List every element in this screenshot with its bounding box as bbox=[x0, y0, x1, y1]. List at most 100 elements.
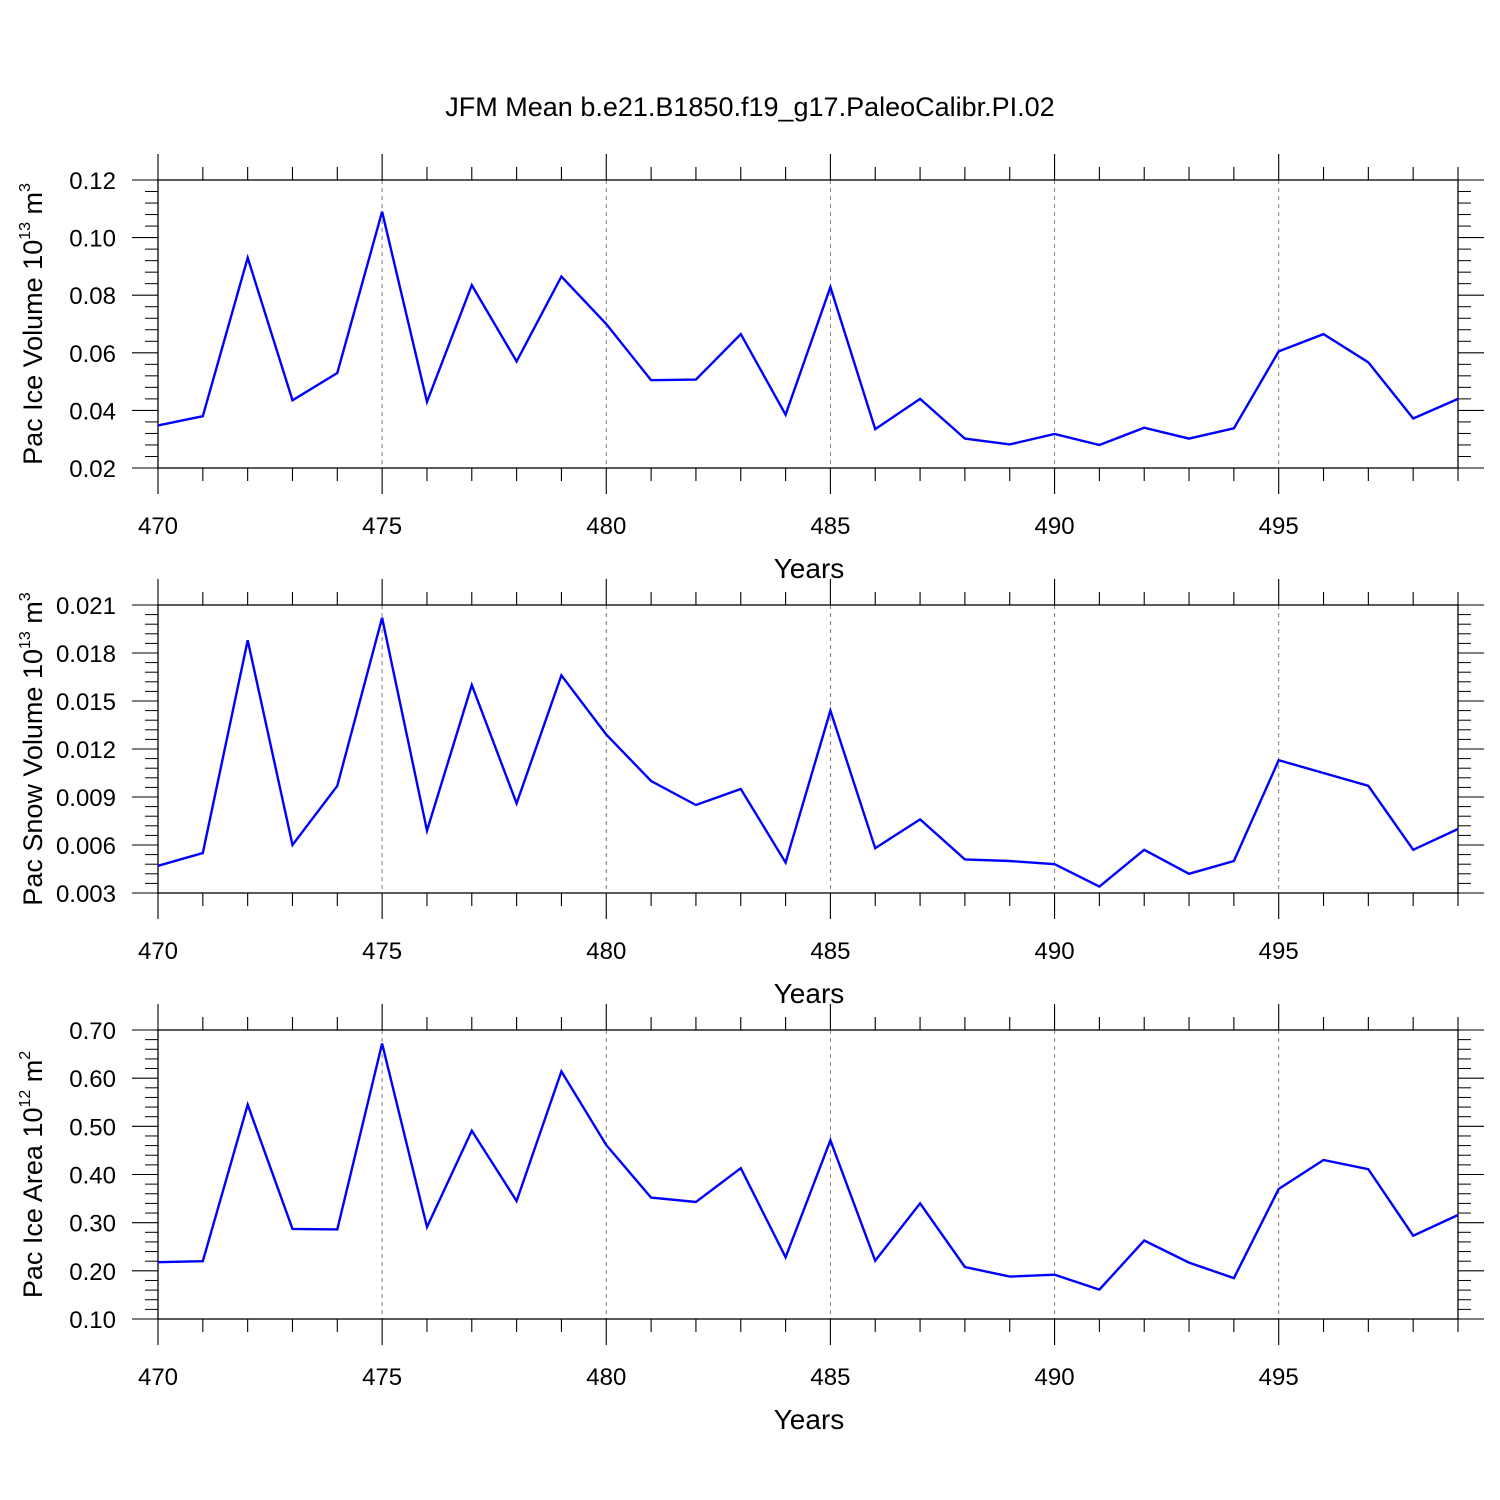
y-tick-label: 0.70 bbox=[69, 1018, 116, 1045]
data-point bbox=[1277, 1188, 1279, 1190]
y-tick-label: 0.003 bbox=[56, 881, 116, 908]
data-point bbox=[1098, 1288, 1100, 1290]
x-tick-label: 495 bbox=[1259, 1364, 1299, 1391]
data-point bbox=[426, 829, 428, 831]
data-point bbox=[964, 437, 966, 439]
data-point bbox=[515, 802, 517, 804]
data-point bbox=[291, 1228, 293, 1230]
data-point bbox=[1053, 863, 1055, 865]
data-point bbox=[829, 286, 831, 288]
panel-1: 0.02 0.04 0.06 0.08 0.10 0.12 470 475 480 485 490 4… bbox=[17, 154, 1484, 584]
x-tick-label: 480 bbox=[586, 513, 626, 540]
data-point bbox=[964, 1266, 966, 1268]
y-tick-label: 0.40 bbox=[69, 1163, 116, 1190]
panel-3: 0.10 0.20 0.30 0.40 0.50 0.60 0.70 470 475 480 485… bbox=[17, 1004, 1484, 1435]
x-tick-label: 475 bbox=[362, 938, 402, 965]
data-point bbox=[471, 284, 473, 286]
series-line bbox=[157, 1043, 1459, 1291]
x-tick-label: 480 bbox=[586, 938, 626, 965]
data-point bbox=[919, 1202, 921, 1204]
data-point bbox=[246, 639, 248, 641]
y-axis-label: Pac Ice Volume 1013 m3 bbox=[17, 183, 48, 465]
y-tick-label: 0.10 bbox=[69, 1307, 116, 1334]
x-tick-label: 490 bbox=[1035, 513, 1075, 540]
data-point bbox=[964, 858, 966, 860]
x-tick-label: 495 bbox=[1259, 513, 1299, 540]
panel-2: 0.003 0.006 0.009 0.012 0.015 0.018 0.021 470 47… bbox=[17, 579, 1484, 1009]
data-point bbox=[1188, 1261, 1190, 1263]
data-point bbox=[1412, 1234, 1414, 1236]
panels: 0.02 0.04 0.06 0.08 0.10 0.12 470 475 480 485 490 4… bbox=[17, 154, 1484, 1435]
data-point bbox=[515, 1200, 517, 1202]
x-tick-label: 470 bbox=[138, 1364, 178, 1391]
y-tick-label: 0.015 bbox=[56, 689, 116, 716]
data-point bbox=[1143, 1239, 1145, 1241]
data-point bbox=[336, 1228, 338, 1230]
x-tick-label: 485 bbox=[810, 938, 850, 965]
y-tick-label: 0.08 bbox=[69, 283, 116, 310]
x-axis-label: Years bbox=[774, 553, 845, 584]
data-point bbox=[1457, 1214, 1459, 1216]
y-tick-label: 0.02 bbox=[69, 456, 116, 483]
data-point bbox=[1233, 860, 1235, 862]
data-point bbox=[246, 257, 248, 259]
data-point bbox=[1009, 1275, 1011, 1277]
series-line bbox=[157, 211, 1459, 447]
data-point bbox=[874, 847, 876, 849]
x-tick-label: 490 bbox=[1035, 938, 1075, 965]
y-tick-label: 0.20 bbox=[69, 1259, 116, 1286]
data-point bbox=[1143, 426, 1145, 428]
data-point bbox=[291, 844, 293, 846]
y-tick-label: 0.006 bbox=[56, 833, 116, 860]
y-tick-label: 0.009 bbox=[56, 785, 116, 812]
x-tick-label: 490 bbox=[1035, 1364, 1075, 1391]
series-line bbox=[157, 617, 1459, 889]
data-point bbox=[560, 674, 562, 676]
y-tick-label: 0.06 bbox=[69, 341, 116, 368]
data-point bbox=[1367, 785, 1369, 787]
data-point bbox=[1009, 443, 1011, 445]
data-point bbox=[1322, 1159, 1324, 1161]
y-tick-label: 0.018 bbox=[56, 641, 116, 668]
data-point bbox=[650, 1196, 652, 1198]
data-point bbox=[202, 1260, 204, 1262]
data-point bbox=[784, 414, 786, 416]
data-point bbox=[1143, 849, 1145, 851]
data-point bbox=[560, 1070, 562, 1072]
data-point bbox=[1098, 885, 1100, 887]
data-point bbox=[695, 804, 697, 806]
data-point bbox=[605, 1144, 607, 1146]
data-point bbox=[560, 275, 562, 277]
x-axis-label: Years bbox=[774, 978, 845, 1009]
data-point bbox=[202, 852, 204, 854]
data-point bbox=[650, 379, 652, 381]
data-point bbox=[919, 818, 921, 820]
data-point bbox=[336, 785, 338, 787]
y-tick-label: 0.60 bbox=[69, 1066, 116, 1093]
x-tick-label: 470 bbox=[138, 513, 178, 540]
data-point bbox=[471, 1129, 473, 1131]
data-point bbox=[157, 1261, 159, 1263]
data-point bbox=[695, 1201, 697, 1203]
data-point bbox=[605, 323, 607, 325]
data-point bbox=[1098, 444, 1100, 446]
data-point bbox=[1053, 1273, 1055, 1275]
y-axis-label: Pac Snow Volume 1013 m3 bbox=[17, 592, 48, 905]
data-point bbox=[1009, 860, 1011, 862]
data-point bbox=[740, 1167, 742, 1169]
data-point bbox=[740, 788, 742, 790]
data-point bbox=[1457, 398, 1459, 400]
data-point bbox=[1188, 437, 1190, 439]
data-point bbox=[1188, 873, 1190, 875]
data-point bbox=[515, 360, 517, 362]
data-point bbox=[1233, 427, 1235, 429]
y-tick-label: 0.04 bbox=[69, 398, 116, 425]
y-tick-label: 0.012 bbox=[56, 737, 116, 764]
y-tick-label: 0.50 bbox=[69, 1114, 116, 1141]
data-point bbox=[919, 398, 921, 400]
data-point bbox=[829, 709, 831, 711]
data-point bbox=[471, 684, 473, 686]
figure-title: JFM Mean b.e21.B1850.f19_g17.PaleoCalibr… bbox=[445, 92, 1054, 122]
data-point bbox=[381, 1042, 383, 1044]
